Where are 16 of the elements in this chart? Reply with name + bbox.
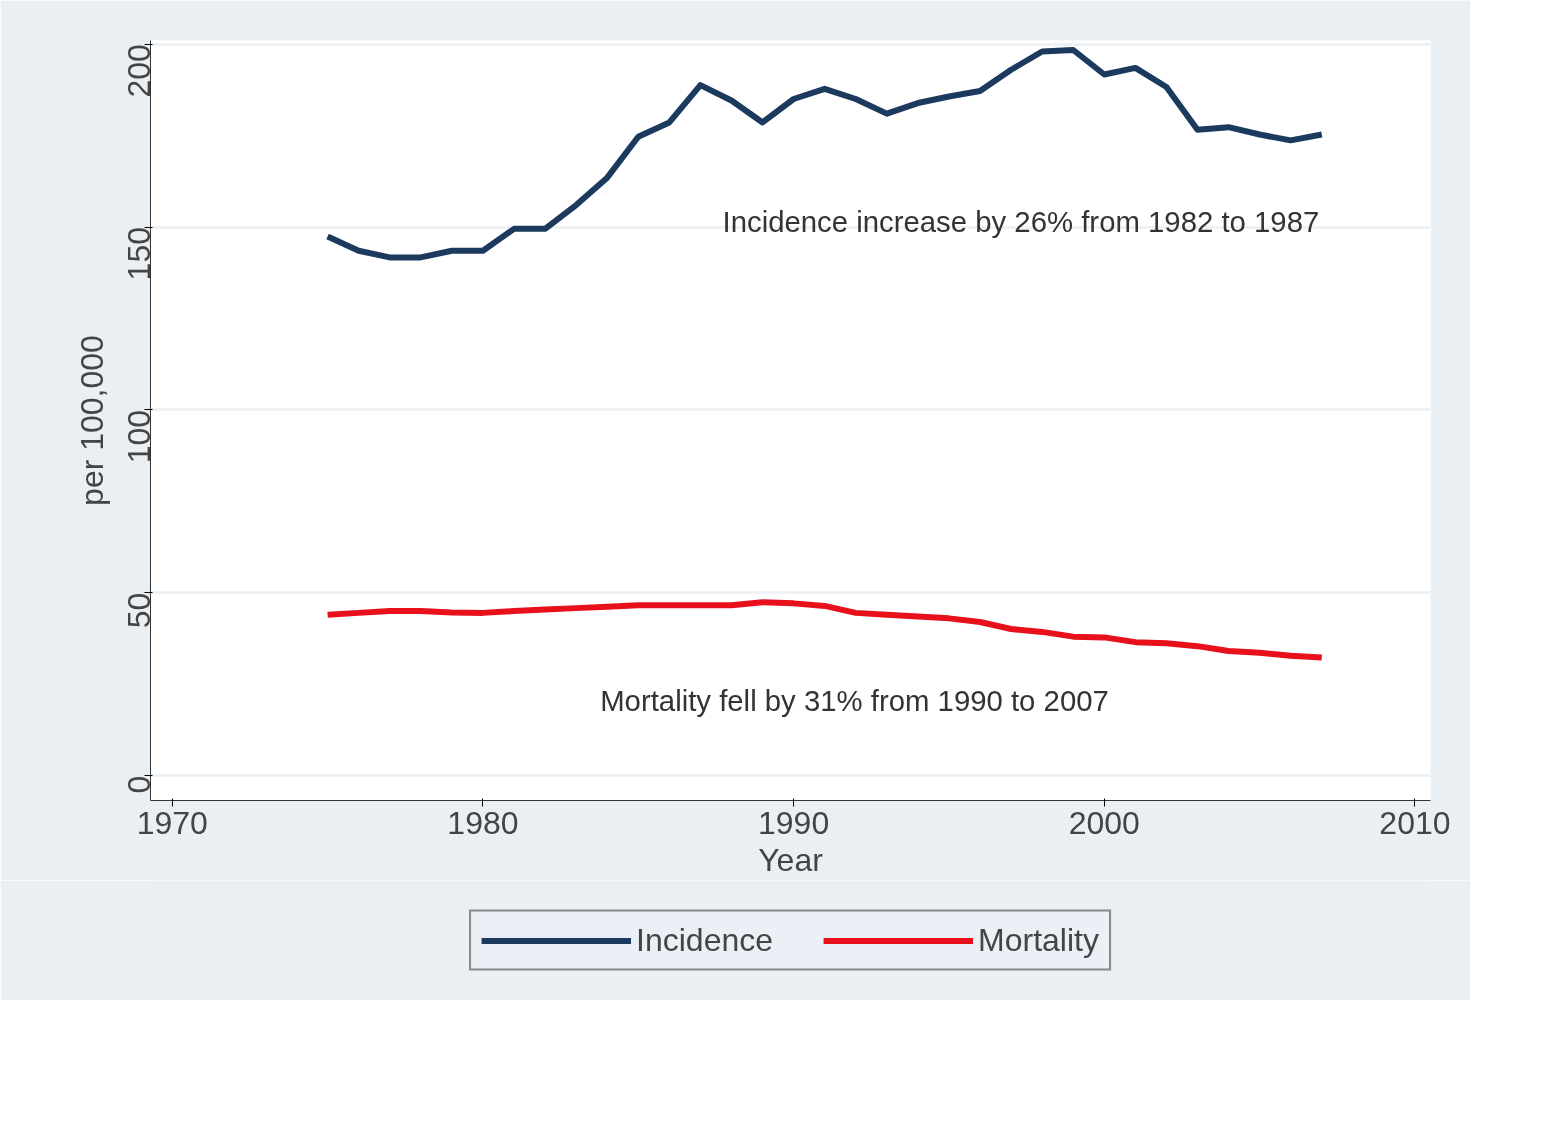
y-tick-label: 150 — [121, 227, 158, 281]
y-tick-label: 0 — [121, 775, 158, 794]
x-tick-label: 2010 — [1379, 804, 1451, 841]
x-tick-label: 1970 — [136, 804, 208, 841]
annotation: Mortality fell by 31% from 1990 to 2007 — [600, 683, 1109, 717]
annotation: Incidence increase by 26% from 1982 to 1987 — [722, 205, 1320, 239]
legend-label: Mortality — [978, 921, 1099, 959]
x-axis-title: Year — [758, 841, 824, 878]
y-axis-title: per 100,000 — [73, 335, 110, 506]
x-tick-label: 1980 — [447, 804, 519, 841]
x-tick-label: 2000 — [1068, 804, 1140, 841]
y-tick-label: 50 — [121, 592, 158, 629]
y-tick-label: 100 — [121, 409, 158, 464]
y-tick-label: 200 — [121, 44, 158, 98]
x-tick-label: 1990 — [758, 804, 830, 841]
legend-label: Incidence — [636, 921, 774, 959]
